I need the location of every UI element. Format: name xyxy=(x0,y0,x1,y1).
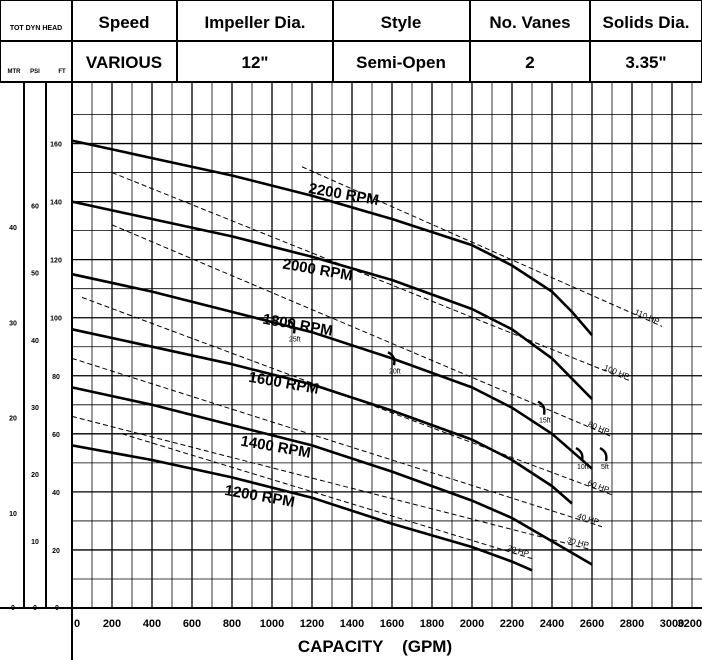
x-tick-label-5: 1000 xyxy=(260,618,284,630)
style-value: Semi-Open xyxy=(356,53,446,72)
axis-unit-mtr: MTR xyxy=(8,69,22,75)
axis-unit-psi: PSI xyxy=(30,69,40,75)
npsh-label-3: 10ft xyxy=(577,464,589,471)
no-vanes-value: 2 xyxy=(525,53,534,72)
psi-tick-label-1: 20 xyxy=(31,472,39,479)
axis-unit-ft: FT xyxy=(58,69,66,75)
hp-label-5: 30 HP xyxy=(566,536,590,550)
zero-tick-label-1: 0 xyxy=(33,605,37,612)
npsh-label-4: 5ft xyxy=(601,464,609,471)
ft-tick-label-5: 120 xyxy=(50,258,62,265)
style-header: Style xyxy=(381,13,422,32)
solids-dia-value: 3.35" xyxy=(625,53,666,72)
solids-dia-header: Solids Dia. xyxy=(603,13,690,32)
ft-tick-label-6: 140 xyxy=(50,200,62,207)
mtr-tick-label-2: 30 xyxy=(9,320,17,327)
mtr-tick-label-0: 10 xyxy=(9,511,17,518)
spec-header-table: TOT DYN HEAD MTR PSI FT Speed Impeller D… xyxy=(0,0,702,82)
ft-tick-label-3: 80 xyxy=(52,374,60,381)
npsh-mark-2 xyxy=(538,402,544,415)
x-tick-label-10: 2000 xyxy=(460,618,484,630)
x-tick-label-13: 2600 xyxy=(580,618,604,630)
hp-label-6: 20 HP xyxy=(506,543,530,558)
x-axis-title: CAPACITY (GPM) xyxy=(298,637,452,656)
npsh-label-1: 20ft xyxy=(389,368,401,375)
hp-label-4: 40 HP xyxy=(576,511,600,526)
npsh-label-0: 25ft xyxy=(289,336,301,343)
speed-header: Speed xyxy=(98,13,149,32)
ft-tick-label-0: 20 xyxy=(52,548,60,555)
npsh-label-2: 15ft xyxy=(539,418,551,425)
npsh-mark-4 xyxy=(600,448,606,461)
x-tick-label-3: 600 xyxy=(183,618,201,630)
rpm-curve-label-3: 1600 RPM xyxy=(247,369,320,398)
hp-label-0: 110 HP xyxy=(633,307,661,326)
psi-tick-label-0: 10 xyxy=(31,539,39,546)
tick-labels: 0 200 400 600 800 1000 1200 1400 1600 1800 2000 220… xyxy=(9,142,702,630)
ft-tick-label-4: 100 xyxy=(50,316,62,323)
x-tick-label-1: 200 xyxy=(103,618,121,630)
mtr-tick-label-3: 40 xyxy=(9,225,17,232)
x-tick-label-9: 1800 xyxy=(420,618,444,630)
rpm-curve-3 xyxy=(72,329,572,503)
x-tick-label-4: 800 xyxy=(223,618,241,630)
npsh-marks: 25ft 20ft 15ft 10ft 5ft xyxy=(288,320,609,471)
psi-tick-label-3: 40 xyxy=(31,338,39,345)
zero-tick-label-0: 0 xyxy=(11,605,15,612)
speed-value: VARIOUS xyxy=(86,53,162,72)
left-axis-columns xyxy=(24,82,72,660)
ft-tick-label-7: 160 xyxy=(50,142,62,149)
x-tick-label-2: 400 xyxy=(143,618,161,630)
x-tick-label-6: 1200 xyxy=(300,618,324,630)
hp-line-6 xyxy=(122,434,532,559)
impeller-dia-value: 12" xyxy=(242,53,269,72)
x-tick-label-7: 1400 xyxy=(340,618,364,630)
rpm-curve-5 xyxy=(72,445,532,570)
impeller-dia-header: Impeller Dia. xyxy=(204,13,305,32)
rpm-curve-label-5: 1200 RPM xyxy=(223,482,296,511)
hp-label-1: 100 HP xyxy=(602,363,630,381)
x-tick-label-8: 1600 xyxy=(380,618,404,630)
x-tick-label-0: 0 xyxy=(74,618,80,630)
tot-dyn-head-label: TOT DYN HEAD xyxy=(10,25,62,32)
x-tick-label-12: 2400 xyxy=(540,618,564,630)
psi-tick-label-2: 30 xyxy=(31,405,39,412)
x-tick-label-16: 3200 xyxy=(678,618,702,630)
x-tick-label-14: 2800 xyxy=(620,618,644,630)
mtr-tick-label-1: 20 xyxy=(9,416,17,423)
zero-tick-label-2: 0 xyxy=(55,605,59,612)
psi-tick-label-5: 60 xyxy=(31,204,39,211)
psi-tick-label-4: 50 xyxy=(31,271,39,278)
ft-tick-label-2: 60 xyxy=(52,432,60,439)
ft-tick-label-1: 40 xyxy=(52,490,60,497)
x-tick-label-11: 2200 xyxy=(500,618,524,630)
no-vanes-header: No. Vanes xyxy=(489,13,570,32)
